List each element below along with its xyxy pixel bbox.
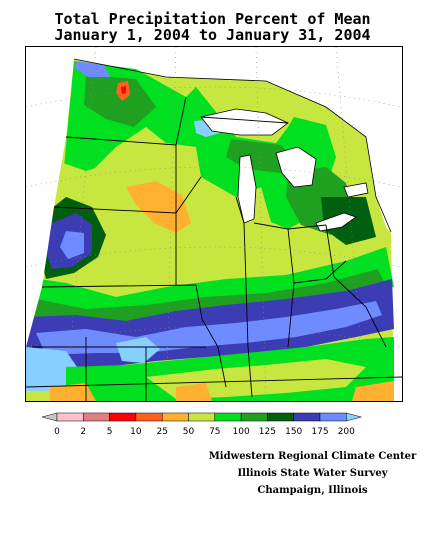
legend-label: 2	[80, 427, 86, 436]
legend-label: 100	[233, 427, 250, 436]
legend-label: 10	[130, 427, 142, 436]
legend-label: 125	[259, 427, 276, 436]
legend-label: 75	[209, 427, 220, 436]
legend-label: 50	[183, 427, 195, 436]
lake-huron	[276, 147, 316, 187]
color-legend: 0 2 5 10 25 50 75 100 125 150 175 200	[40, 412, 385, 437]
legend-swatch	[56, 412, 84, 422]
map-canvas	[26, 47, 402, 401]
orange-south-2	[176, 383, 212, 401]
legend-label: 175	[311, 427, 328, 436]
orange-south-1	[50, 383, 96, 401]
credit-line3: Champaign, Illinois	[257, 485, 368, 496]
lake-superior	[201, 109, 288, 135]
legend-bar: 0 2 5 10 25 50 75 100 125 150 175 200	[41, 412, 363, 437]
graticule	[26, 47, 402, 401]
canada-white	[110, 47, 402, 247]
legend-swatch	[214, 412, 242, 422]
legend-swatch	[293, 412, 321, 422]
legend-label: 150	[285, 427, 302, 436]
legend-swatch	[240, 412, 268, 422]
green-dark-north	[84, 75, 156, 127]
legend-arrow-left	[41, 412, 58, 422]
lake-outlines	[73, 58, 392, 233]
blue-north-tip	[76, 61, 110, 77]
state-borders	[26, 96, 402, 401]
legend-arrow-right	[346, 412, 363, 422]
orange-south-3	[352, 381, 394, 401]
legend-label: 0	[54, 427, 60, 436]
map-title-line1: Total Precipitation Percent of Mean	[54, 10, 371, 28]
credit-line2: Illinois State Water Survey	[237, 468, 388, 479]
precipitation-map	[25, 46, 403, 402]
legend-swatch	[135, 412, 163, 422]
legend-swatch	[319, 412, 347, 422]
outside-west	[26, 47, 74, 347]
lightblue-mo	[116, 337, 160, 363]
legend-label: 5	[107, 427, 113, 436]
lightblue-band	[36, 301, 382, 355]
legend-swatch	[267, 412, 294, 422]
red-spot-center	[121, 86, 126, 94]
legend-swatch	[161, 412, 189, 422]
legend-swatch	[83, 412, 110, 422]
credit-line1: Midwestern Regional Climate Center	[208, 451, 417, 462]
map-title-line2: January 1, 2004 to January 31, 2004	[54, 26, 371, 44]
lightblue-west	[60, 231, 84, 259]
legend-swatch	[188, 412, 216, 422]
lake-michigan	[238, 155, 256, 223]
legend-swatch	[109, 412, 137, 422]
legend-label: 200	[338, 427, 355, 436]
orange-patch	[126, 181, 191, 233]
legend-label: 25	[156, 427, 167, 436]
lake-ontario	[344, 183, 368, 197]
yellow-central	[46, 157, 206, 261]
